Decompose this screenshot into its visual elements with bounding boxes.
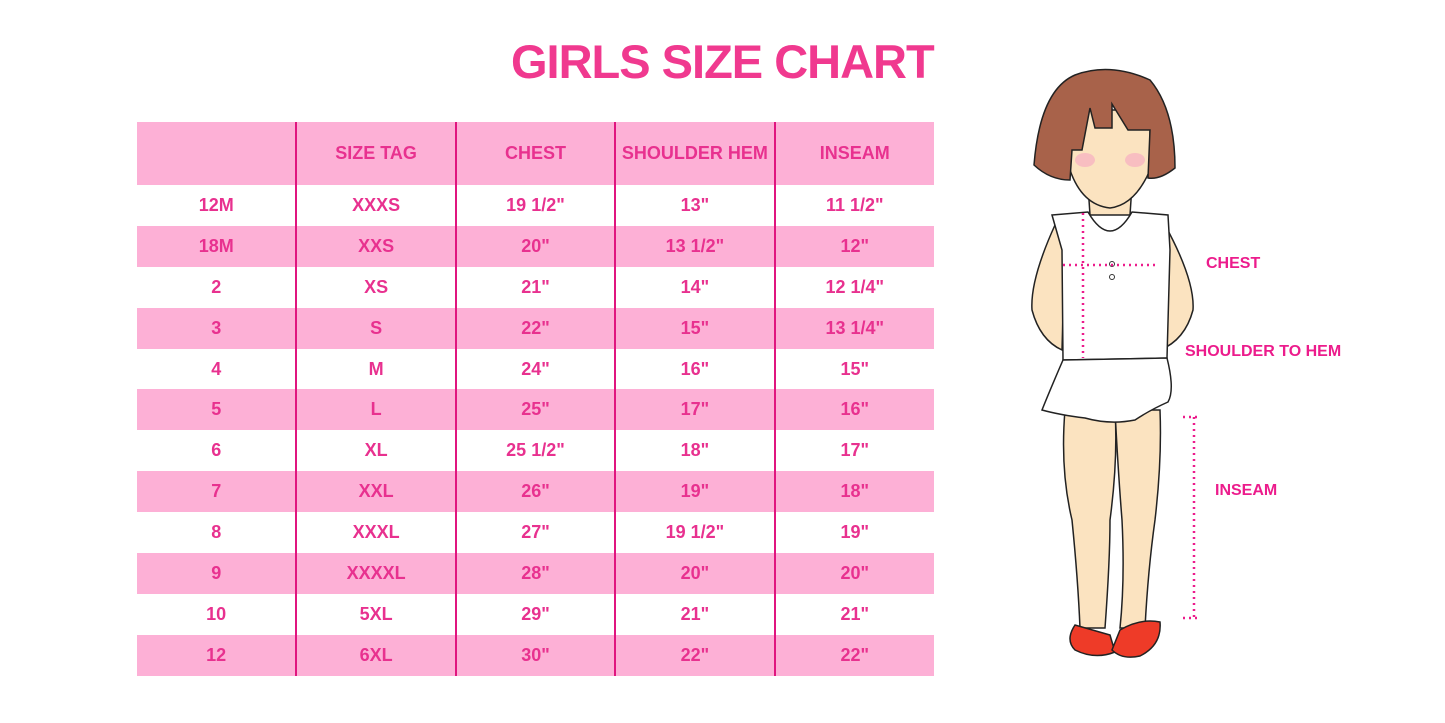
- cell-size-tag: XXXS: [295, 185, 456, 226]
- cell-size-tag: XXXXL: [295, 553, 456, 594]
- right-cheek: [1125, 153, 1145, 167]
- cell-size-tag: XXL: [295, 471, 456, 513]
- cell-inseam: 15": [773, 348, 934, 390]
- cell-size: 9: [137, 553, 297, 594]
- cell-inseam: 18": [773, 471, 934, 513]
- cell-shoulder-hem: 17": [614, 389, 775, 431]
- cell-chest: 20": [454, 225, 616, 267]
- cell-chest: 22": [454, 307, 616, 349]
- cell-chest: 30": [454, 634, 616, 676]
- header-size-tag: SIZE TAG: [295, 122, 456, 185]
- table-header-row: SIZE TAG CHEST SHOULDER HEM INSEAM: [137, 122, 934, 185]
- chest-label: CHEST: [1206, 255, 1261, 272]
- cell-inseam: 16": [773, 389, 934, 431]
- cell-size-tag: M: [295, 348, 456, 390]
- cell-inseam: 13 1/4": [773, 307, 934, 349]
- header-shoulder-hem: SHOULDER HEM: [614, 122, 775, 185]
- cell-chest: 24": [454, 348, 616, 390]
- left-cheek: [1075, 153, 1095, 167]
- table-row: 12M XXXS 19 1/2" 13" 11 1/2": [137, 185, 934, 226]
- cell-chest: 28": [454, 553, 616, 594]
- cell-size: 8: [211, 522, 222, 543]
- cell-size: 2: [211, 276, 222, 297]
- right-shoe: [1111, 620, 1161, 658]
- cell-size-tag: XL: [295, 430, 456, 472]
- cell-chest: 25 1/2": [454, 430, 616, 472]
- cell-chest: 21": [454, 266, 616, 308]
- left-leg: [1062, 409, 1117, 629]
- cell-size: 6: [211, 440, 222, 461]
- cell-chest: 25": [454, 389, 616, 431]
- cell-size-tag: XXS: [295, 225, 456, 267]
- table-row: 3 S 22" 15" 13 1/4": [137, 307, 934, 349]
- cell-size-tag: S: [295, 307, 456, 349]
- left-arm: [1031, 223, 1066, 352]
- cell-shoulder-hem: 21": [614, 593, 775, 635]
- page-title: GIRLS SIZE CHART: [511, 35, 935, 88]
- size-table: SIZE TAG CHEST SHOULDER HEM INSEAM 12M XX…: [137, 122, 934, 676]
- table-row: 7 XXL 26" 19" 18": [137, 471, 934, 513]
- left-shoe: [1069, 624, 1116, 657]
- cell-size: 7: [137, 471, 297, 513]
- cell-size-tag: XS: [295, 266, 456, 308]
- cell-inseam: 12": [773, 225, 934, 267]
- cell-inseam: 12 1/4": [773, 266, 934, 308]
- cell-inseam: 19": [773, 512, 934, 554]
- cell-shoulder-hem: 22": [614, 634, 775, 676]
- cell-shoulder-hem: 15": [614, 307, 775, 349]
- cell-chest: 27": [454, 512, 616, 554]
- shoulder-to-hem-label: SHOULDER TO HEM: [1185, 343, 1342, 360]
- inseam-label: INSEAM: [1215, 482, 1278, 499]
- cell-shoulder-hem: 16": [614, 348, 775, 390]
- cell-chest: 26": [454, 471, 616, 513]
- cell-inseam: 22": [773, 634, 934, 676]
- dress-top: [1051, 211, 1171, 361]
- skirt: [1040, 357, 1172, 423]
- table-row: 18M XXS 20" 13 1/2" 12": [137, 225, 934, 267]
- cell-size-tag: 6XL: [295, 634, 456, 676]
- cell-size: 4: [211, 358, 222, 379]
- cell-shoulder-hem: 13 1/2": [614, 225, 775, 267]
- header-size: [137, 122, 297, 185]
- cell-chest: 29": [454, 593, 616, 635]
- face: [1069, 109, 1151, 209]
- cell-size: 3: [137, 307, 297, 349]
- header-inseam: INSEAM: [773, 122, 934, 185]
- header-chest: CHEST: [454, 122, 616, 185]
- table-row: 8 XXXL 27" 19 1/2" 19": [137, 512, 934, 554]
- right-leg: [1114, 409, 1162, 629]
- table-row: 9 XXXXL 28" 20" 20": [137, 553, 934, 594]
- table-row: 6 XL 25 1/2" 18" 17": [137, 430, 934, 472]
- cell-size: 12M: [198, 194, 234, 215]
- cell-shoulder-hem: 19": [614, 471, 775, 513]
- table-row: 2 XS 21" 14" 12 1/4": [137, 266, 934, 308]
- table-row: 4 M 24" 16" 15": [137, 348, 934, 390]
- cell-inseam: 21": [773, 593, 934, 635]
- table-row: 12 6XL 30" 22" 22": [137, 634, 934, 676]
- button: [1109, 274, 1115, 280]
- cell-size-tag: L: [295, 389, 456, 431]
- hair: [1033, 68, 1176, 181]
- cell-inseam: 17": [773, 430, 934, 472]
- cell-shoulder-hem: 14": [614, 266, 775, 308]
- cell-shoulder-hem: 13": [614, 185, 775, 226]
- cell-size: 10: [206, 603, 227, 624]
- cell-inseam: 11 1/2": [773, 185, 934, 226]
- table-row: 5 L 25" 17" 16": [137, 389, 934, 431]
- cell-inseam: 20": [773, 553, 934, 594]
- cell-chest: 19 1/2": [454, 185, 616, 226]
- cell-size: 18M: [137, 225, 297, 267]
- cell-shoulder-hem: 18": [614, 430, 775, 472]
- cell-size-tag: XXXL: [295, 512, 456, 554]
- cell-shoulder-hem: 19 1/2": [614, 512, 775, 554]
- cell-shoulder-hem: 20": [614, 553, 775, 594]
- cell-size: 5: [137, 389, 297, 431]
- cell-size: 12: [137, 634, 297, 676]
- cell-size-tag: 5XL: [295, 593, 456, 635]
- table-row: 10 5XL 29" 21" 21": [137, 593, 934, 635]
